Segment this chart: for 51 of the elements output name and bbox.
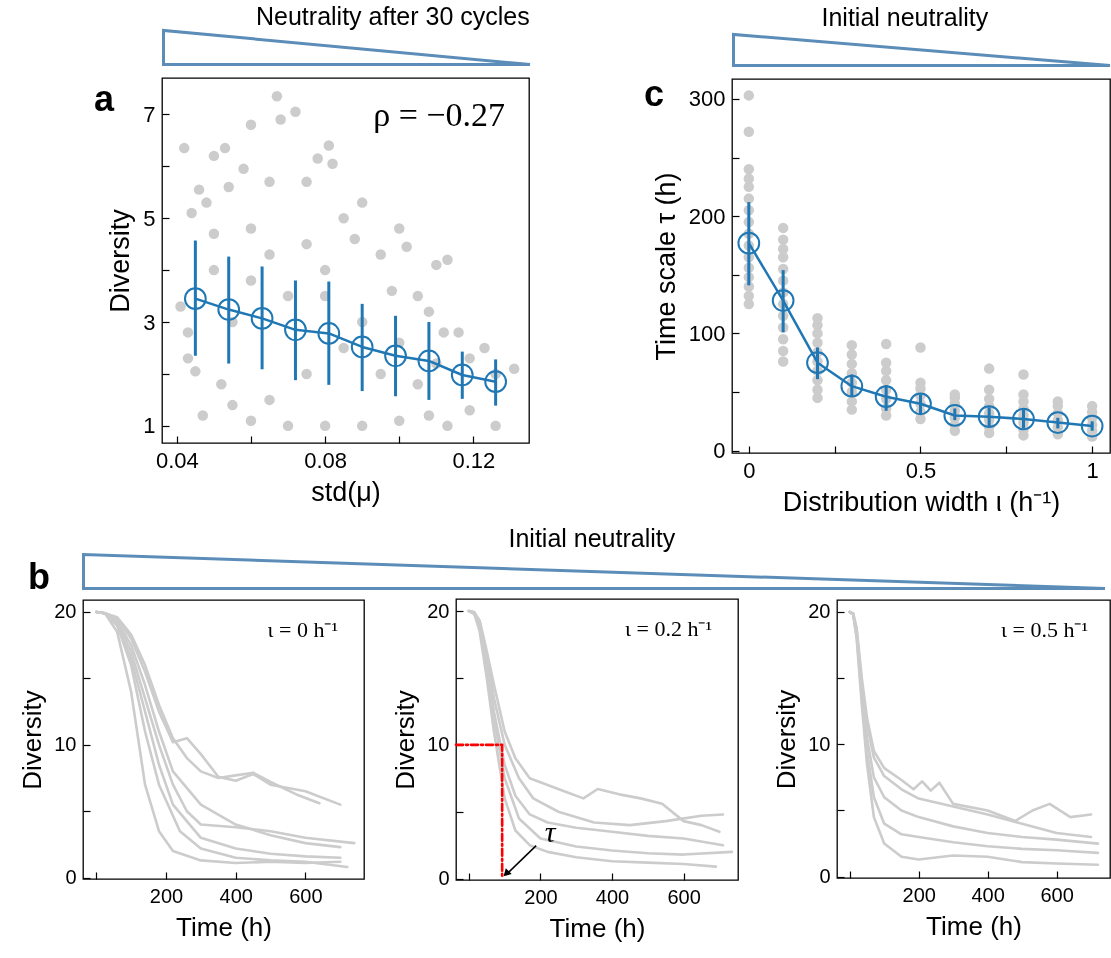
x-tick-label: 0 [743, 457, 756, 483]
annotation: ρ = −0.27 [373, 96, 505, 133]
x-tick-label: 200 [524, 885, 558, 908]
y-tick-label: 10 [808, 732, 831, 755]
x-tick-label: 0.04 [155, 447, 199, 473]
y-axis-title: Diversity [105, 208, 136, 313]
y-axis-title: Time scale τ (h) [650, 172, 681, 361]
x-tick-label: 600 [1040, 883, 1074, 906]
annotation: ι = 0.2 h⁻¹ [625, 616, 712, 641]
y-axis-title: Diversity [390, 690, 421, 790]
x-axis-title: Time (h) [926, 910, 1022, 941]
x-tick-label: 600 [667, 885, 701, 908]
x-tick-label: 200 [902, 883, 936, 906]
x-tick-label: 0.12 [452, 447, 496, 473]
chart-title: Initial neutrality [508, 524, 676, 552]
y-tick-label: 20 [808, 600, 831, 623]
y-tick-label: 20 [54, 600, 77, 623]
y-tick-label: 1 [143, 413, 156, 439]
text: b [28, 556, 50, 597]
annotation: ι = 0 h⁻¹ [267, 617, 338, 642]
x-axis-title: Time (h) [549, 912, 646, 943]
y-tick-label: 10 [427, 733, 450, 756]
y-tick-label: 5 [143, 205, 156, 231]
x-tick-label: 400 [595, 885, 630, 908]
chart-title: Neutrality after 30 cycles [256, 2, 530, 30]
x-tick-label: 400 [219, 884, 253, 907]
y-tick-label: 0 [819, 865, 831, 888]
x-tick-label: 0.08 [304, 447, 348, 473]
annotation: τ [544, 814, 557, 848]
y-tick-label: 7 [143, 101, 156, 127]
y-tick-label: 300 [688, 86, 726, 112]
chart-title: Initial neutrality [821, 3, 989, 31]
y-axis-title: Diversity [17, 690, 48, 790]
x-tick-label: 400 [971, 883, 1005, 906]
x-axis-title: std(μ) [311, 476, 381, 507]
x-axis-title: Time (h) [176, 911, 272, 942]
y-tick-label: 0 [438, 867, 450, 890]
x-tick-label: 600 [289, 884, 323, 907]
y-tick-label: 3 [143, 309, 156, 335]
y-tick-label: 20 [427, 599, 450, 622]
annotation: ι = 0.5 h⁻¹ [1001, 617, 1088, 642]
y-tick-label: 100 [688, 320, 726, 346]
x-tick-label: 1 [1086, 457, 1099, 483]
y-tick-label: 200 [688, 203, 726, 229]
text: a [94, 78, 115, 119]
y-tick-label: 10 [54, 733, 77, 756]
text: c [644, 73, 665, 114]
y-axis-title: Diversity [771, 689, 802, 790]
y-tick-label: 0 [65, 866, 77, 889]
x-axis-title: Distribution width ι (h⁻¹) [782, 486, 1061, 517]
x-tick-label: 0.5 [905, 457, 937, 483]
